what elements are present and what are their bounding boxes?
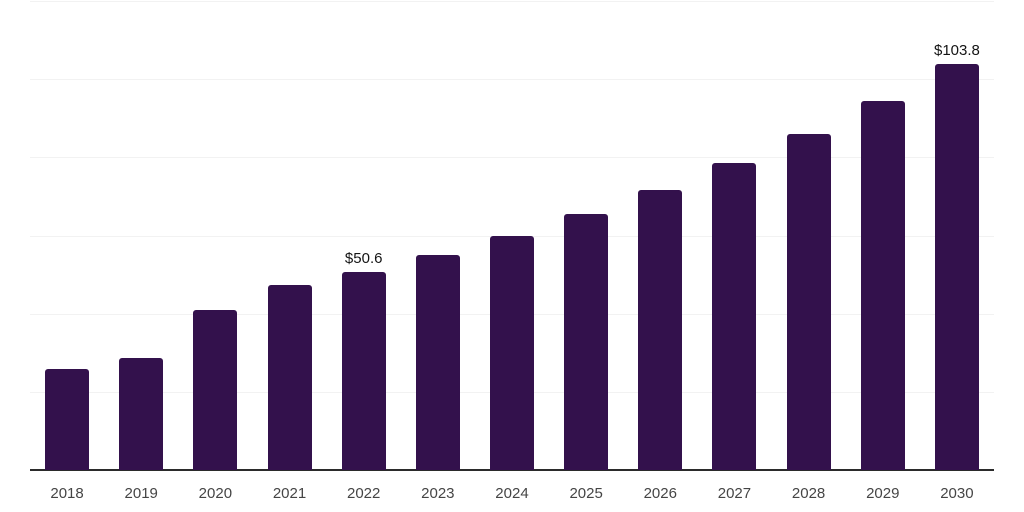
x-tick-label-2023: 2023: [421, 485, 455, 502]
x-tick-label-2021: 2021: [272, 485, 307, 502]
bar-2020: [193, 309, 238, 470]
gridline-100: [30, 79, 994, 81]
data-label-2022: $50.6: [344, 250, 383, 268]
bar-2018: [45, 369, 90, 470]
x-tick-label-2024: 2024: [495, 485, 529, 502]
bar-2022: [341, 272, 386, 470]
x-tick-label-2020: 2020: [198, 485, 233, 502]
x-tick-label-2027: 2027: [717, 485, 752, 502]
gridline-120: [30, 1, 994, 2]
x-tick-label-2029: 2029: [866, 485, 900, 502]
bar-2026: [638, 190, 683, 470]
bar-2021: [267, 285, 312, 470]
x-tick-label-2030: 2030: [940, 485, 974, 502]
x-tick-label-2025: 2025: [569, 485, 603, 502]
data-label-2030: $103.8: [933, 42, 980, 60]
bar-2019: [119, 358, 164, 470]
x-tick-label-2022: 2022: [346, 485, 381, 502]
x-axis-line: [30, 469, 994, 471]
bar-2025: [564, 213, 609, 470]
gridline-80: [30, 157, 994, 159]
x-tick-label-2019: 2019: [124, 485, 158, 502]
bar-2029: [860, 100, 905, 470]
x-tick-label-2028: 2028: [791, 485, 826, 502]
bar-2027: [712, 162, 757, 470]
plot-area: $50.6 $103.8: [30, 1, 994, 471]
bar-2030: [934, 64, 979, 470]
bar-2023: [415, 255, 460, 470]
x-tick-label-2018: 2018: [50, 485, 84, 502]
bar-2028: [786, 134, 831, 470]
x-tick-label-2026: 2026: [643, 485, 677, 502]
bar-2024: [490, 235, 534, 470]
